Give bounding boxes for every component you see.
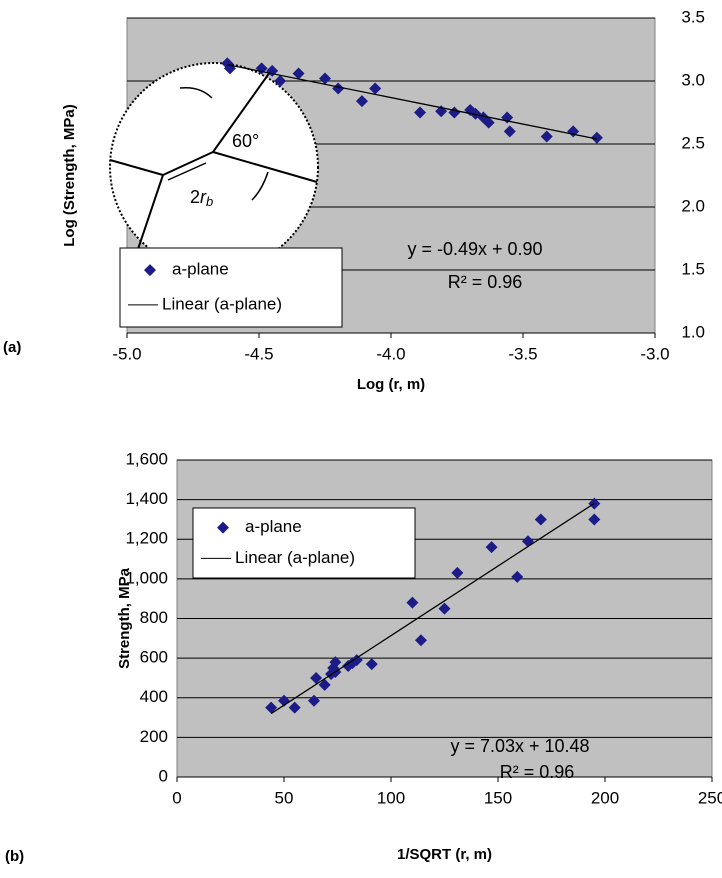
inset-diagram: 60° 2rb (109, 62, 319, 272)
data-point (485, 541, 498, 554)
data-point (590, 131, 603, 144)
data-point (318, 678, 331, 691)
x-tick-label: -4.0 (376, 344, 405, 363)
grain-boundary (162, 151, 214, 176)
y-tick-label: 0 (159, 766, 168, 785)
legend-label: a-plane (245, 517, 302, 536)
legend-label: Linear (a-plane) (162, 294, 282, 313)
data-point (319, 72, 331, 85)
data-point (265, 701, 278, 714)
legend-marker (144, 264, 156, 277)
data-point (438, 602, 451, 615)
spacing-arrow (167, 162, 207, 181)
data-point (288, 701, 301, 714)
y-tick-label: 200 (140, 727, 168, 746)
y-tick-label: 600 (140, 648, 168, 667)
grain-boundary (109, 159, 164, 176)
data-point (406, 596, 419, 609)
data-point (534, 513, 547, 526)
legend-box (192, 507, 416, 579)
y-axis-title: Log (Strength, MPa) (61, 104, 78, 247)
r-squared: R² = 0.96 (448, 272, 523, 292)
grain-boundary (212, 151, 318, 183)
data-point (365, 658, 378, 671)
x-axis-title: Log (r, m) (357, 376, 425, 393)
angle-arrow (179, 86, 213, 99)
data-point (329, 656, 342, 669)
y-tick-label: 1,600 (125, 449, 168, 468)
y-tick-label: 1.5 (681, 259, 705, 278)
data-point (511, 570, 524, 583)
equation: y = 7.03x + 10.48 (450, 736, 589, 756)
x-tick-label: -4.5 (244, 344, 273, 363)
legend-marker (217, 521, 229, 534)
y-tick-label: 2.5 (681, 133, 705, 152)
legend-label: Linear (a-plane) (235, 548, 355, 567)
y-tick-label: 1,000 (125, 568, 168, 587)
data-point (451, 566, 464, 579)
y-tick-label: 400 (140, 687, 168, 706)
grain-boundary (134, 174, 164, 259)
data-point (369, 82, 382, 95)
r-squared: R² = 0.96 (500, 762, 575, 782)
y-axis-title: Strength, MPa (116, 567, 133, 668)
data-point (503, 125, 516, 138)
y-tick-label: 1,200 (125, 529, 168, 548)
spacing-label: 2rb (190, 187, 213, 210)
trend-line (270, 502, 595, 715)
x-tick-label: -3.5 (508, 344, 537, 363)
x-tick-label: 50 (275, 788, 294, 807)
equation: y = -0.49x + 0.90 (407, 239, 542, 259)
y-tick-label: 1.0 (681, 322, 705, 341)
angle-arrow (251, 171, 269, 201)
trend-line (227, 63, 598, 140)
y-tick-label: 3.5 (681, 7, 705, 26)
data-point (310, 671, 323, 684)
angle-label: 60° (232, 131, 259, 151)
x-tick-label: -5.0 (112, 344, 141, 363)
data-point (588, 513, 601, 526)
data-point (274, 75, 287, 87)
data-point (414, 634, 427, 647)
data-point (350, 654, 363, 667)
panel-label: (a) (3, 339, 21, 356)
x-tick-label: 250 (698, 788, 722, 807)
x-tick-label: 0 (172, 788, 181, 807)
x-tick-label: 150 (484, 788, 512, 807)
x-tick-label: 100 (377, 788, 405, 807)
y-tick-label: 800 (140, 608, 168, 627)
spacing-part: r (200, 187, 207, 207)
inset-circle (109, 62, 319, 272)
x-tick-label: -3.0 (640, 344, 669, 363)
y-tick-label: 1,400 (125, 489, 168, 508)
data-point (292, 67, 305, 80)
y-tick-label: 3.0 (681, 70, 705, 89)
x-axis-title: 1/SQRT (r, m) (397, 846, 492, 863)
data-point (482, 116, 495, 129)
panel-label: (b) (5, 848, 24, 865)
data-point (540, 130, 553, 143)
x-tick-label: 200 (591, 788, 619, 807)
data-point (332, 82, 345, 95)
data-point (355, 95, 368, 108)
spacing-part: b (206, 194, 213, 209)
legend-box (119, 247, 343, 328)
data-point (414, 106, 427, 119)
grain-boundary (212, 71, 271, 153)
legend-label: a-plane (172, 260, 229, 279)
y-tick-label: 2.0 (681, 196, 705, 215)
data-point (307, 694, 320, 707)
spacing-part: 2 (190, 187, 200, 207)
